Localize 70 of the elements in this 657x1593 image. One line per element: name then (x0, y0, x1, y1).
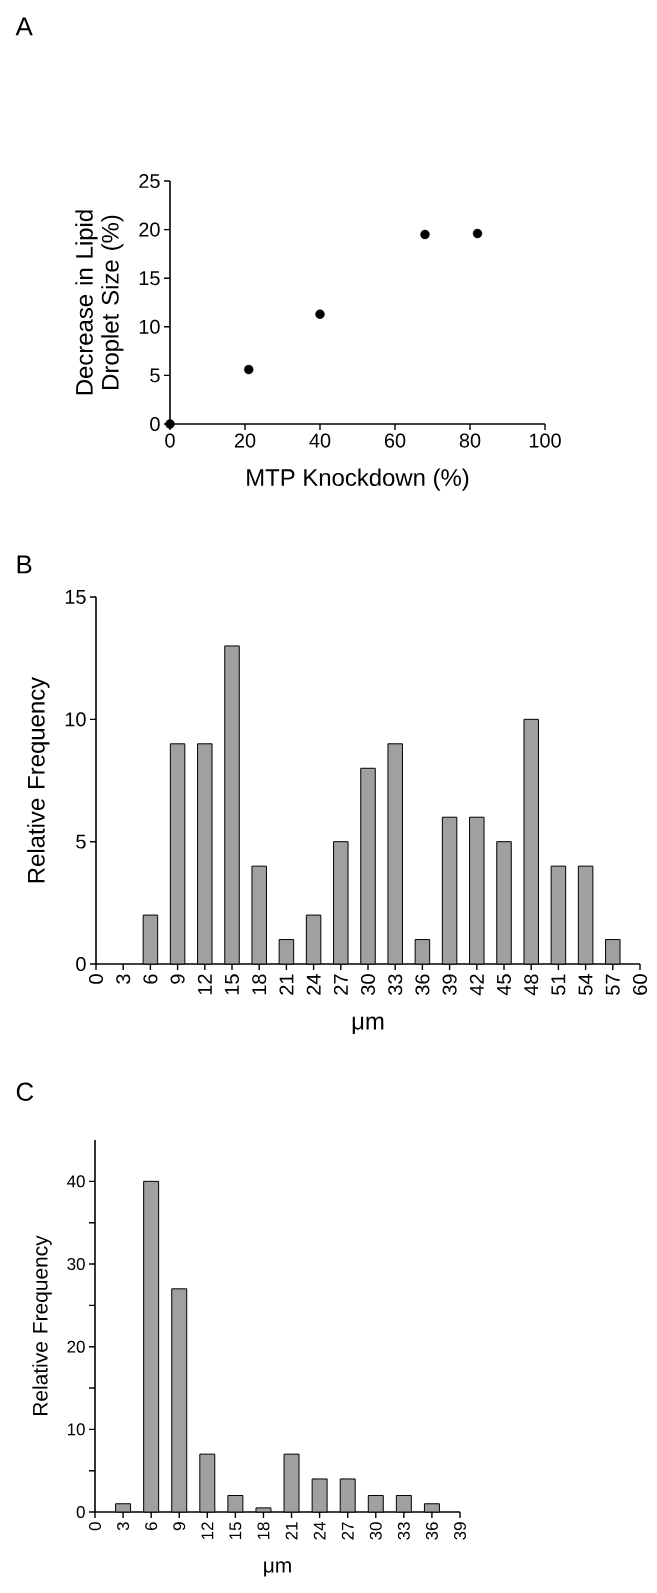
x-tick-label: 3 (117, 1522, 130, 1531)
x-tick-label: 12 (201, 1522, 214, 1540)
x-tick-label: 21 (285, 1522, 298, 1540)
y-axis-title: Relative Frequency (27, 676, 50, 883)
x-tick-label: 0 (88, 974, 104, 984)
y-tick-label: 20 (139, 222, 160, 237)
x-tick-label: 33 (388, 974, 403, 995)
x-tick-label: 48 (524, 974, 539, 996)
x-tick-label: 0 (89, 1522, 101, 1531)
y-tick-label: 20 (67, 1340, 85, 1353)
x-axis-title: μm (352, 1016, 384, 1034)
y-axis-title: Relative Frequency (32, 1235, 52, 1416)
chart-title: B (17, 555, 32, 574)
y-axis-title: Decrease in Lipid Droplet Size (%) (75, 210, 124, 395)
x-tick-label: 51 (551, 974, 566, 995)
y-tick-label: 5 (150, 368, 160, 383)
point (244, 364, 254, 375)
x-tick-label: 12 (197, 974, 212, 995)
x-tick-label: 27 (333, 974, 348, 995)
x-tick-label: 9 (173, 1522, 186, 1531)
x-tick-label: 24 (306, 974, 321, 995)
y-tick-label: 0 (76, 1506, 85, 1519)
x-tick-label: 39 (442, 974, 457, 995)
x-tick-label: 3 (116, 974, 131, 984)
x-tick-label: 30 (360, 974, 376, 995)
y-tick-label: 15 (139, 271, 160, 286)
point (315, 309, 325, 319)
x-axis-title: MTP Knockdown (%) (247, 468, 469, 491)
point (472, 228, 483, 239)
chart-title: A (15, 17, 33, 36)
point (420, 229, 430, 240)
x-tick-label: 40 (309, 433, 331, 448)
y-tick-label: 30 (67, 1258, 85, 1271)
x-tick-label: 27 (341, 1522, 354, 1540)
y-tick-label: 0 (150, 416, 160, 432)
x-tick-label: 6 (145, 1522, 158, 1531)
x-tick-label: 30 (369, 1522, 382, 1540)
x-tick-label: 60 (632, 974, 648, 995)
y-tick-label: 10 (67, 1423, 85, 1436)
x-tick-label: 24 (313, 1522, 326, 1540)
x-tick-label: 15 (225, 974, 239, 995)
x-tick-label: 20 (234, 433, 256, 448)
y-tick-label: 5 (76, 834, 86, 849)
x-tick-label: 57 (605, 974, 620, 995)
x-axis-title: μm (264, 1561, 291, 1577)
x-tick-label: 15 (229, 1522, 242, 1540)
y-tick-label: 0 (76, 956, 86, 972)
x-tick-label: 39 (454, 1522, 466, 1540)
y-tick-label: 15 (65, 590, 86, 604)
x-tick-label: 6 (143, 974, 158, 984)
x-tick-label: 60 (384, 433, 406, 448)
x-tick-label: 36 (415, 974, 430, 995)
x-tick-label: 80 (459, 433, 481, 448)
y-tick-label: 10 (139, 319, 160, 334)
x-tick-label: 0 (165, 433, 175, 448)
y-tick-label: 10 (65, 712, 86, 727)
x-tick-label: 9 (170, 974, 185, 984)
x-tick-label: 36 (425, 1522, 438, 1540)
x-tick-label: 100 (529, 433, 561, 448)
x-tick-label: 18 (252, 974, 267, 995)
y-tick-label: 25 (139, 173, 160, 189)
x-tick-label: 21 (279, 974, 294, 995)
y-tick-label: 40 (67, 1175, 85, 1188)
x-tick-label: 42 (469, 974, 484, 996)
x-tick-label: 33 (397, 1522, 410, 1540)
x-tick-label: 45 (497, 974, 511, 996)
chart-title: C (16, 1082, 34, 1101)
point (165, 419, 175, 429)
x-tick-label: 54 (578, 974, 593, 995)
x-tick-label: 18 (257, 1522, 270, 1540)
